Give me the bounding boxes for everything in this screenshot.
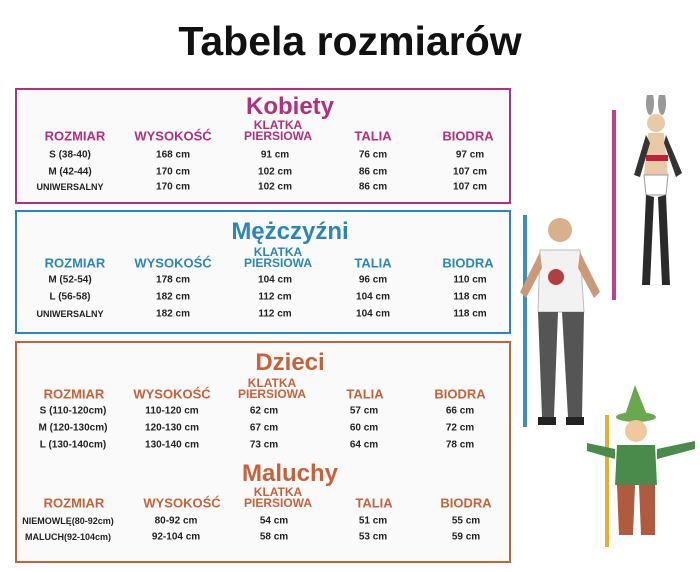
- cell-height: 110-120 cm: [145, 405, 199, 417]
- column-header-hips: BIODRA: [442, 255, 494, 271]
- column-header-height: WYSOKOŚĆ: [143, 495, 221, 511]
- mezczyzni-section-title: Mężczyźni: [231, 218, 349, 245]
- cell-hips: 78 cm: [445, 439, 475, 451]
- cell-size: M (42-44): [48, 166, 92, 178]
- cell-chest: 91 cm: [260, 149, 290, 161]
- column-header-hips: BIODRA: [442, 128, 494, 144]
- cell-waist: 53 cm: [358, 531, 388, 543]
- cell-waist: 96 cm: [358, 274, 388, 286]
- maluchy-section-title: Maluchy: [241, 460, 339, 487]
- column-header-height: WYSOKOŚĆ: [134, 128, 212, 144]
- cell-hips: 97 cm: [455, 149, 485, 161]
- cell-waist: 104 cm: [356, 308, 390, 320]
- cell-waist: 57 cm: [349, 405, 379, 417]
- column-header-waist: TALIA: [354, 128, 392, 144]
- cell-chest: 102 cm: [258, 166, 292, 178]
- children-height-bar: [605, 415, 609, 547]
- cell-chest: 67 cm: [249, 422, 279, 434]
- column-header-waist: TALIA: [355, 495, 393, 511]
- column-header-size: ROZMIAR: [43, 495, 105, 511]
- cell-hips: 59 cm: [451, 531, 481, 543]
- cell-chest: 112 cm: [258, 308, 292, 320]
- column-header-height: WYSOKOŚĆ: [134, 255, 212, 271]
- cell-waist: 51 cm: [358, 515, 388, 527]
- cell-chest: 54 cm: [259, 515, 289, 527]
- children-table-box: [15, 341, 511, 563]
- cell-height: 182 cm: [156, 291, 190, 303]
- women-height-bar: [612, 110, 616, 300]
- column-header-chest: KLATKA PIERSIOWA: [243, 485, 312, 510]
- cell-hips: 107 cm: [453, 181, 487, 193]
- column-header-hips: BIODRA: [434, 386, 486, 402]
- column-header-chest: KLATKA PIERSIOWA: [243, 245, 312, 270]
- column-header-size: ROZMIAR: [43, 386, 105, 402]
- cell-waist: 86 cm: [358, 181, 388, 193]
- men-table-box: [15, 210, 511, 334]
- cell-hips: 110 cm: [453, 274, 487, 286]
- cell-height: 178 cm: [156, 274, 190, 286]
- column-header-waist: TALIA: [354, 255, 392, 271]
- cell-waist: 76 cm: [358, 149, 388, 161]
- cell-size: M (52-54): [48, 274, 92, 286]
- column-header-chest: KLATKA PIERSIOWA: [243, 118, 312, 143]
- cell-chest: 58 cm: [259, 531, 289, 543]
- cell-waist: 64 cm: [349, 439, 379, 451]
- cell-height: 168 cm: [156, 149, 190, 161]
- cell-height: 130-140 cm: [145, 439, 199, 451]
- child-figure-image: [587, 385, 695, 535]
- cell-chest: 104 cm: [258, 274, 292, 286]
- cell-waist: 104 cm: [356, 291, 390, 303]
- cell-size: L (56-58): [49, 291, 91, 303]
- women-table-box: [15, 88, 511, 204]
- kobiety-section-title: Kobiety: [245, 93, 335, 120]
- woman-figure-image: [634, 95, 682, 285]
- cell-hips: 118 cm: [453, 308, 487, 320]
- cell-size: M (120-130cm): [38, 422, 108, 434]
- cell-chest: 62 cm: [249, 405, 279, 417]
- cell-height: 80-92 cm: [154, 515, 198, 527]
- column-header-size: ROZMIAR: [44, 128, 106, 144]
- cell-waist: 60 cm: [349, 422, 379, 434]
- cell-hips: 107 cm: [453, 166, 487, 178]
- cell-size: UNIWERSALNY: [36, 309, 104, 319]
- cell-waist: 86 cm: [358, 166, 388, 178]
- cell-hips: 72 cm: [445, 422, 475, 434]
- cell-height: 182 cm: [156, 308, 190, 320]
- cell-hips: 118 cm: [453, 291, 487, 303]
- column-header-chest: KLATKA PIERSIOWA: [237, 376, 306, 401]
- column-header-waist: TALIA: [346, 386, 384, 402]
- cell-size: S (38-40): [49, 149, 91, 161]
- cell-hips: 55 cm: [451, 515, 481, 527]
- man-figure-image: [520, 218, 600, 425]
- column-header-hips: BIODRA: [440, 495, 492, 511]
- men-height-bar: [523, 215, 527, 427]
- cell-height: 92-104 cm: [151, 531, 201, 543]
- cell-height: 170 cm: [156, 181, 190, 193]
- column-header-height: WYSOKOŚĆ: [133, 386, 211, 402]
- cell-size: MALUCH(92-104cm): [24, 532, 112, 542]
- cell-size: S (110-120cm): [39, 405, 107, 417]
- cell-height: 170 cm: [156, 166, 190, 178]
- page-title: Tabela rozmiarów: [178, 18, 522, 64]
- cell-size: L (130-140cm): [39, 439, 107, 451]
- cell-size: UNIWERSALNY: [36, 182, 104, 192]
- cell-chest: 73 cm: [249, 439, 279, 451]
- cell-chest: 112 cm: [258, 291, 292, 303]
- cell-height: 120-130 cm: [145, 422, 199, 434]
- cell-hips: 66 cm: [445, 405, 475, 417]
- cell-size: NIEMOWLĘ(80-92cm): [22, 516, 114, 526]
- column-header-size: ROZMIAR: [44, 255, 106, 271]
- dzieci-section-title: Dzieci: [255, 349, 325, 376]
- cell-chest: 102 cm: [258, 181, 292, 193]
